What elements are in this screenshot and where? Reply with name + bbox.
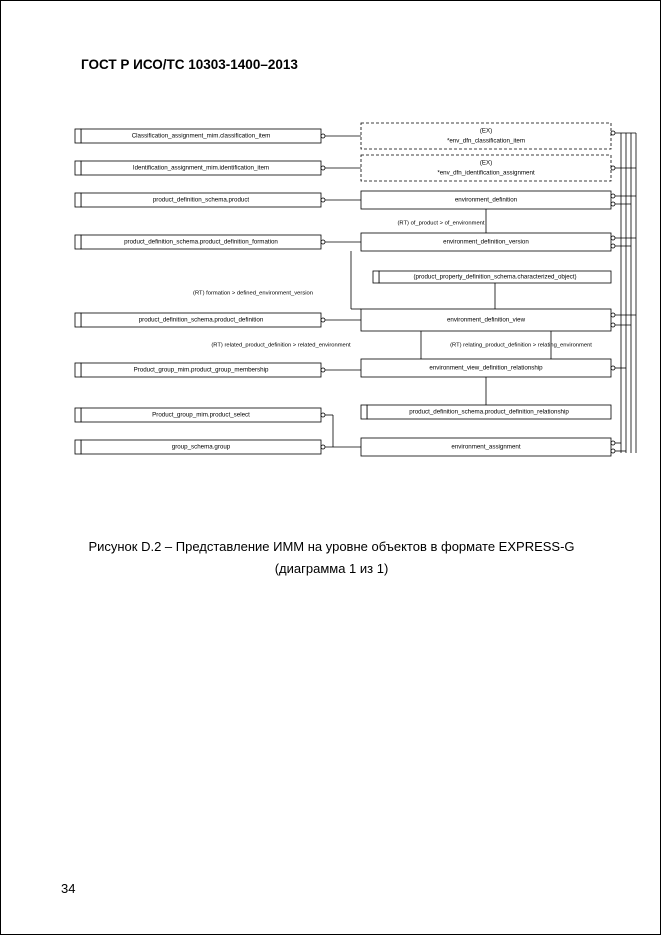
label-r4: (RT) formation > defined_environment_ver…: [193, 291, 313, 297]
left-box-5: Product_group_mim.product_group_membersh…: [134, 367, 269, 374]
left-box-4: product_definition_schema.product_defini…: [139, 317, 264, 324]
document-header: ГОСТ Р ИСО/ТС 10303-1400–2013: [81, 57, 298, 72]
right-box-1a: (EX): [480, 160, 492, 167]
left-box-6: Product_group_mim.product_select: [152, 412, 250, 419]
right-box-1b: *env_dfn_identification_assignment: [437, 170, 535, 177]
right-box-4: environment_definition_view: [447, 317, 526, 324]
figure-caption: Рисунок D.2 – Представление ИММ на уровн…: [1, 536, 661, 580]
right-box-0a: (EX): [480, 128, 492, 135]
page-number: 34: [61, 881, 75, 896]
left-box-1: Identification_assignment_mim.identifica…: [133, 165, 269, 172]
label-r3: (RT) of_product > of_environment: [397, 221, 484, 227]
page: ГОСТ Р ИСО/ТС 10303-1400–2013 Classifica…: [0, 0, 661, 935]
left-box-3: product_definition_schema.product_defini…: [124, 239, 278, 246]
caption-line-1: Рисунок D.2 – Представление ИММ на уровн…: [1, 536, 661, 558]
right-box-0b: *env_dfn_classification_item: [447, 138, 525, 145]
label-r5a: (RT) related_product_definition > relate…: [211, 343, 351, 349]
right-box-4mini: (product_property_definition_schema.char…: [413, 274, 576, 281]
left-box-7: group_schema.group: [172, 444, 231, 451]
express-g-diagram: Classification_assignment_mim.classifica…: [21, 113, 641, 473]
label-r5b: (RT) relating_product_definition > relat…: [450, 343, 592, 349]
left-box-2: product_definition_schema.product: [153, 197, 250, 204]
right-box-2: environment_definition: [455, 197, 518, 204]
left-box-0: Classification_assignment_mim.classifica…: [132, 133, 271, 140]
right-box-5: environment_view_definition_relationship: [429, 365, 543, 372]
right-box-3: environment_definition_version: [443, 239, 529, 246]
right-box-6: product_definition_schema.product_defini…: [409, 409, 569, 416]
caption-line-2: (диаграмма 1 из 1): [1, 558, 661, 580]
right-box-7: environment_assignment: [451, 444, 520, 451]
